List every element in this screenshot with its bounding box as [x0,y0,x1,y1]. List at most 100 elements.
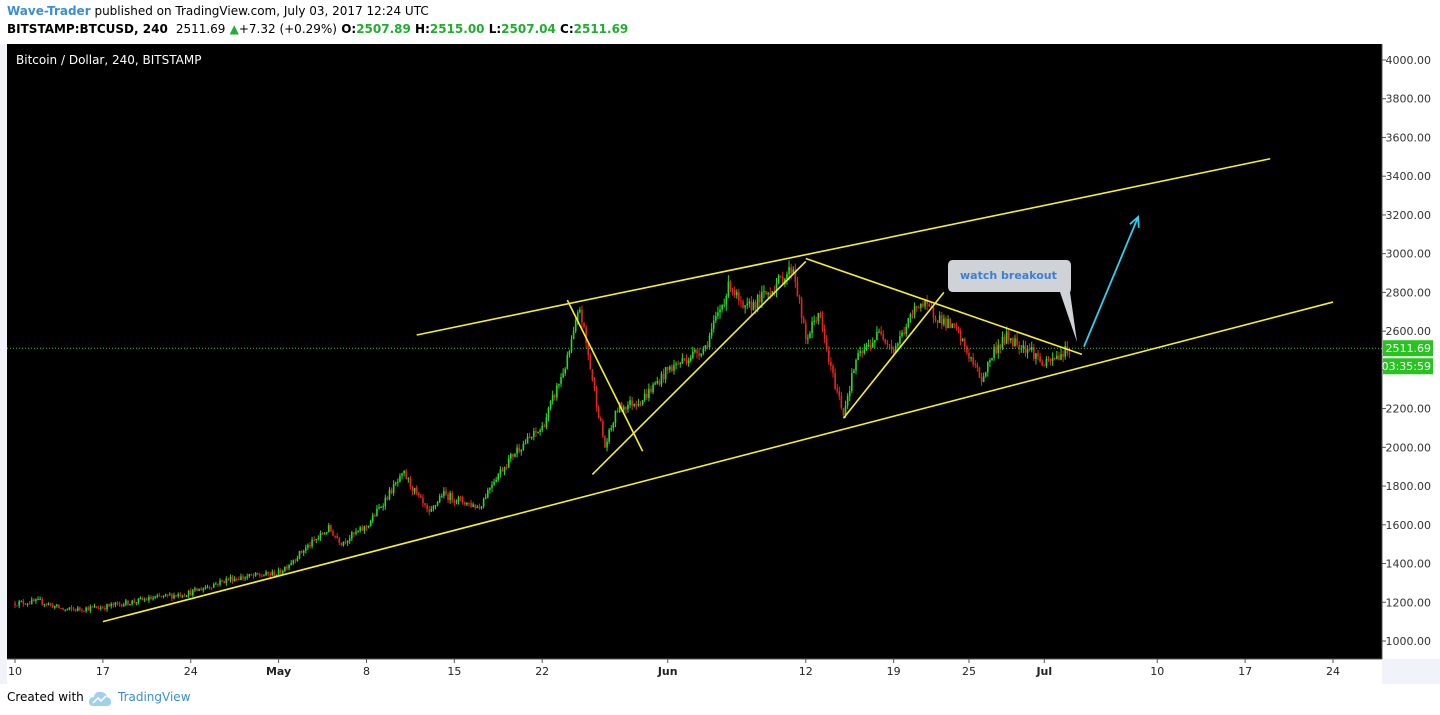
candle-body [212,584,215,588]
candle-body [963,338,966,347]
candle-body [146,599,148,601]
candle-body [294,560,297,562]
x-tick-label: 19 [887,665,901,678]
candle-body [859,351,861,354]
candle-body [627,404,629,410]
candle-body [252,575,255,577]
candlestick-chart[interactable]: 1000.00 1200.00 1400.00 1600.00 1800.00 2000.… [0,44,1440,684]
candle-body [1014,338,1016,347]
candle-body [430,508,433,512]
candle-body [194,588,196,591]
candle-body [1045,359,1048,366]
candle-body [162,595,165,597]
candle-body [687,360,690,364]
candle-body [715,316,717,321]
candle-body [825,338,828,350]
candle-body [62,608,64,610]
candle-body [453,500,456,503]
candle-body [499,469,502,475]
candle-body [493,481,495,485]
candle-body [204,587,207,589]
published-text: published on TradingView.com, July 03, 2… [94,4,429,18]
candle-body [108,604,110,607]
candle-body [756,294,759,309]
candle-body [369,521,372,526]
candle-body [1001,336,1004,348]
candle-body [643,393,646,401]
candle-body [673,364,675,372]
candle-body [89,606,92,611]
candle-body [436,502,439,506]
candle-body [961,338,964,341]
candle-body [501,469,504,472]
candle-body [572,331,575,340]
candle-body [639,403,642,405]
author-link[interactable]: Wave-Trader [7,4,91,18]
x-tick-label: Jul [1035,665,1052,678]
candle-body [79,607,81,610]
candle-body [261,575,263,577]
candle-body [407,478,410,480]
candle-body [775,283,778,292]
trend-line-3 [566,299,644,452]
candle-body [351,532,353,539]
candle-body [754,302,757,309]
tradingview-brand-link[interactable]: TradingView [118,690,191,704]
candle-body [658,381,661,385]
candle-body [290,563,292,565]
candle-body [924,300,926,307]
candle-body [127,600,129,605]
time-axis[interactable] [7,659,1382,684]
candle-body [750,301,753,311]
tradingview-logo-icon[interactable] [88,688,112,708]
x-tick-label: May [266,665,291,678]
x-axis-ticks: 10 17 24 May 8 15 22 Jun 12 19 25 Jul 10 17 24 [8,659,1340,678]
candle-body [443,491,445,497]
candle-body [202,588,205,591]
candle-body [637,403,640,406]
candle-body [890,345,893,350]
candle-body [503,467,506,472]
candle-body [307,545,309,548]
watch-breakout-callout[interactable]: watch breakout [948,260,1077,342]
trend-line-2 [102,301,1334,623]
candle-body [549,401,552,409]
candle-body [30,599,33,604]
x-tick-label: 17 [1238,665,1252,678]
candle-body [876,331,878,341]
candle-body [587,342,590,356]
candle-body [719,309,721,313]
candle-body [41,598,43,605]
candle-body [844,405,847,416]
candle-body [397,481,399,483]
y-tick-label: 4000.00 [1386,54,1432,67]
candle-body [361,527,364,531]
candle-body [466,502,468,505]
chart-area[interactable]: 1000.00 1200.00 1400.00 1600.00 1800.00 2000.… [0,44,1440,684]
candle-body [863,349,866,354]
high-label: H: [415,22,430,36]
candle-body [947,318,949,329]
candle-body [426,505,428,510]
candle-body [198,588,200,591]
candle-body [641,400,644,405]
candle-body [746,303,749,306]
candle-body [583,322,585,328]
candle-body [277,570,280,575]
candle-body [656,381,659,384]
candle-body [1064,345,1067,357]
trend-line-5 [805,257,1083,356]
candle-body [974,364,977,366]
candle-body [392,484,395,494]
candle-body [970,357,972,359]
candle-body [26,603,29,605]
candle-body [917,307,920,309]
candle-body [602,421,604,437]
candle-body [560,377,562,384]
candle-body [106,604,108,610]
candle-body [593,380,596,389]
candle-body [721,305,723,310]
candle-body [905,326,908,335]
candle-body [235,578,238,580]
candle-body [449,493,451,501]
